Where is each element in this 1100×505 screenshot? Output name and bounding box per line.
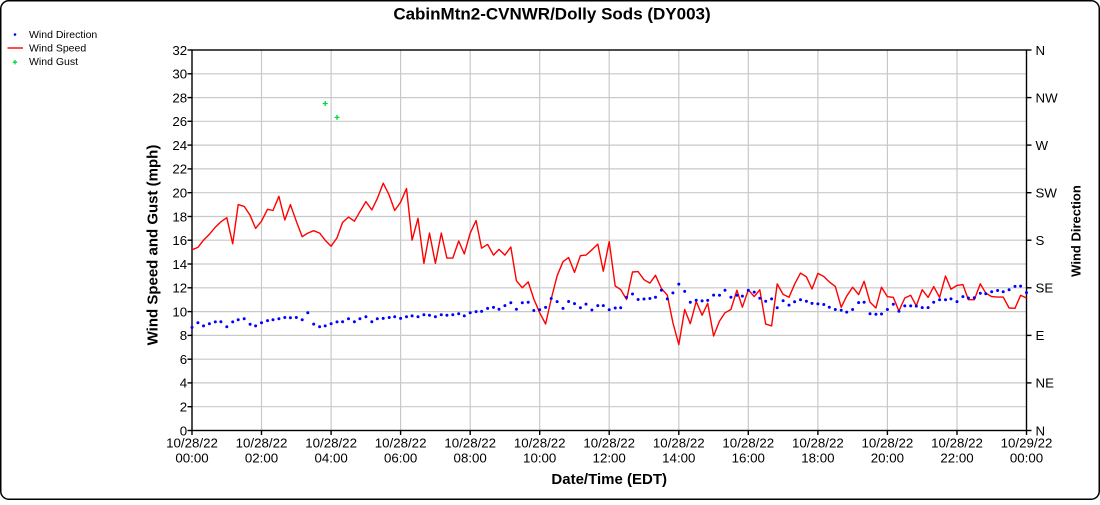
svg-text:10/28/22: 10/28/22 xyxy=(653,435,705,450)
svg-text:Date/Time (EDT): Date/Time (EDT) xyxy=(551,471,667,488)
svg-text:28: 28 xyxy=(172,90,187,105)
svg-text:32: 32 xyxy=(172,43,187,58)
svg-text:E: E xyxy=(1036,328,1045,343)
svg-text:Wind Speed: Wind Speed xyxy=(29,43,86,55)
svg-text:10:00: 10:00 xyxy=(523,451,556,466)
svg-text:SW: SW xyxy=(1036,186,1058,201)
svg-text:12:00: 12:00 xyxy=(593,451,626,466)
svg-text:02:00: 02:00 xyxy=(245,451,278,466)
svg-text:22:00: 22:00 xyxy=(940,451,973,466)
svg-text:20:00: 20:00 xyxy=(871,451,904,466)
svg-text:NE: NE xyxy=(1036,376,1055,391)
svg-text:N: N xyxy=(1036,43,1046,58)
svg-text:10/28/22: 10/28/22 xyxy=(236,435,288,450)
svg-text:12: 12 xyxy=(172,281,187,296)
svg-text:Wind Speed and Gust (mph): Wind Speed and Gust (mph) xyxy=(145,145,162,346)
svg-text:Wind Direction: Wind Direction xyxy=(29,29,97,41)
svg-text:Wind Direction: Wind Direction xyxy=(1069,185,1084,277)
svg-text:16:00: 16:00 xyxy=(732,451,765,466)
svg-text:4: 4 xyxy=(180,376,187,391)
svg-text:18:00: 18:00 xyxy=(801,451,834,466)
svg-text:04:00: 04:00 xyxy=(314,451,347,466)
svg-text:NW: NW xyxy=(1036,90,1059,105)
svg-text:10/28/22: 10/28/22 xyxy=(444,435,496,450)
svg-text:10/28/22: 10/28/22 xyxy=(862,435,914,450)
svg-text:14: 14 xyxy=(172,257,187,272)
svg-text:10: 10 xyxy=(172,304,187,319)
svg-text:10/28/22: 10/28/22 xyxy=(514,435,566,450)
svg-text:W: W xyxy=(1036,138,1049,153)
svg-text:8: 8 xyxy=(180,328,187,343)
svg-text:S: S xyxy=(1036,233,1045,248)
svg-text:06:00: 06:00 xyxy=(384,451,417,466)
svg-text:10/28/22: 10/28/22 xyxy=(166,435,218,450)
svg-text:2: 2 xyxy=(180,400,187,415)
svg-text:10/29/22: 10/29/22 xyxy=(1001,435,1053,450)
svg-text:20: 20 xyxy=(172,186,187,201)
svg-text:Wind Gust: Wind Gust xyxy=(29,56,78,68)
svg-text:CabinMtn2-CVNWR/Dolly Sods (DY: CabinMtn2-CVNWR/Dolly Sods (DY003) xyxy=(393,4,710,23)
svg-text:6: 6 xyxy=(180,352,187,367)
svg-text:N: N xyxy=(1036,423,1046,438)
svg-text:10/28/22: 10/28/22 xyxy=(305,435,357,450)
svg-text:00:00: 00:00 xyxy=(175,451,208,466)
svg-text:16: 16 xyxy=(172,233,187,248)
svg-text:00:00: 00:00 xyxy=(1010,451,1043,466)
svg-text:26: 26 xyxy=(172,114,187,129)
svg-text:18: 18 xyxy=(172,209,187,224)
svg-text:10/28/22: 10/28/22 xyxy=(931,435,983,450)
svg-text:22: 22 xyxy=(172,162,187,177)
svg-text:30: 30 xyxy=(172,67,187,82)
svg-text:10/28/22: 10/28/22 xyxy=(375,435,427,450)
svg-text:10/28/22: 10/28/22 xyxy=(792,435,844,450)
svg-text:0: 0 xyxy=(180,423,187,438)
svg-text:10/28/22: 10/28/22 xyxy=(722,435,774,450)
svg-text:08:00: 08:00 xyxy=(454,451,487,466)
svg-text:14:00: 14:00 xyxy=(662,451,695,466)
svg-text:SE: SE xyxy=(1036,281,1054,296)
svg-text:10/28/22: 10/28/22 xyxy=(583,435,635,450)
svg-text:24: 24 xyxy=(172,138,187,153)
